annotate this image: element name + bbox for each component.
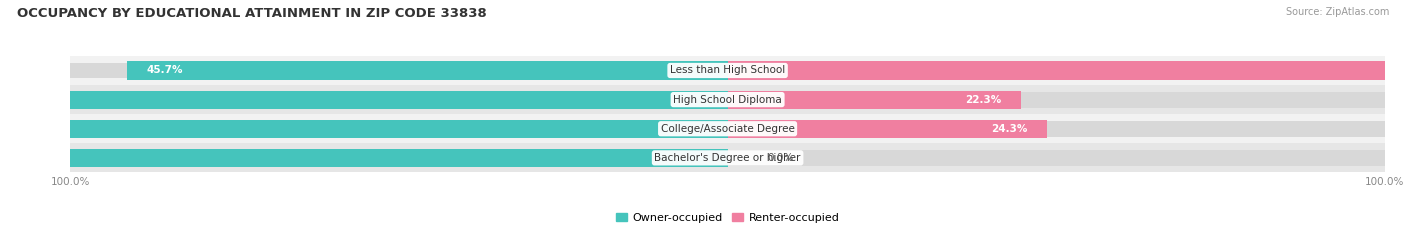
Legend: Owner-occupied, Renter-occupied: Owner-occupied, Renter-occupied [612,209,844,227]
Bar [70,85,1385,114]
Bar [70,56,1385,85]
Text: Bachelor's Degree or higher: Bachelor's Degree or higher [654,153,801,163]
Text: Source: ZipAtlas.com: Source: ZipAtlas.com [1285,7,1389,17]
Bar [0,120,728,138]
Text: 45.7%: 45.7% [146,65,183,75]
Bar [0,149,728,167]
Text: 0.0%: 0.0% [768,153,793,163]
Text: 22.3%: 22.3% [965,95,1001,105]
Bar [127,62,728,79]
Bar [70,150,1385,166]
Bar [0,91,728,109]
Bar [70,143,1385,172]
Text: OCCUPANCY BY EDUCATIONAL ATTAINMENT IN ZIP CODE 33838: OCCUPANCY BY EDUCATIONAL ATTAINMENT IN Z… [17,7,486,20]
Text: 54.4%: 54.4% [1386,65,1406,75]
Text: High School Diploma: High School Diploma [673,95,782,105]
Text: 24.3%: 24.3% [991,124,1028,134]
Bar [70,114,1385,143]
Bar [728,120,1047,138]
Text: Less than High School: Less than High School [671,65,785,75]
Bar [70,121,1385,137]
Bar [728,91,1021,109]
Text: College/Associate Degree: College/Associate Degree [661,124,794,134]
Bar [70,62,1385,79]
Bar [70,92,1385,108]
Bar [728,62,1406,79]
